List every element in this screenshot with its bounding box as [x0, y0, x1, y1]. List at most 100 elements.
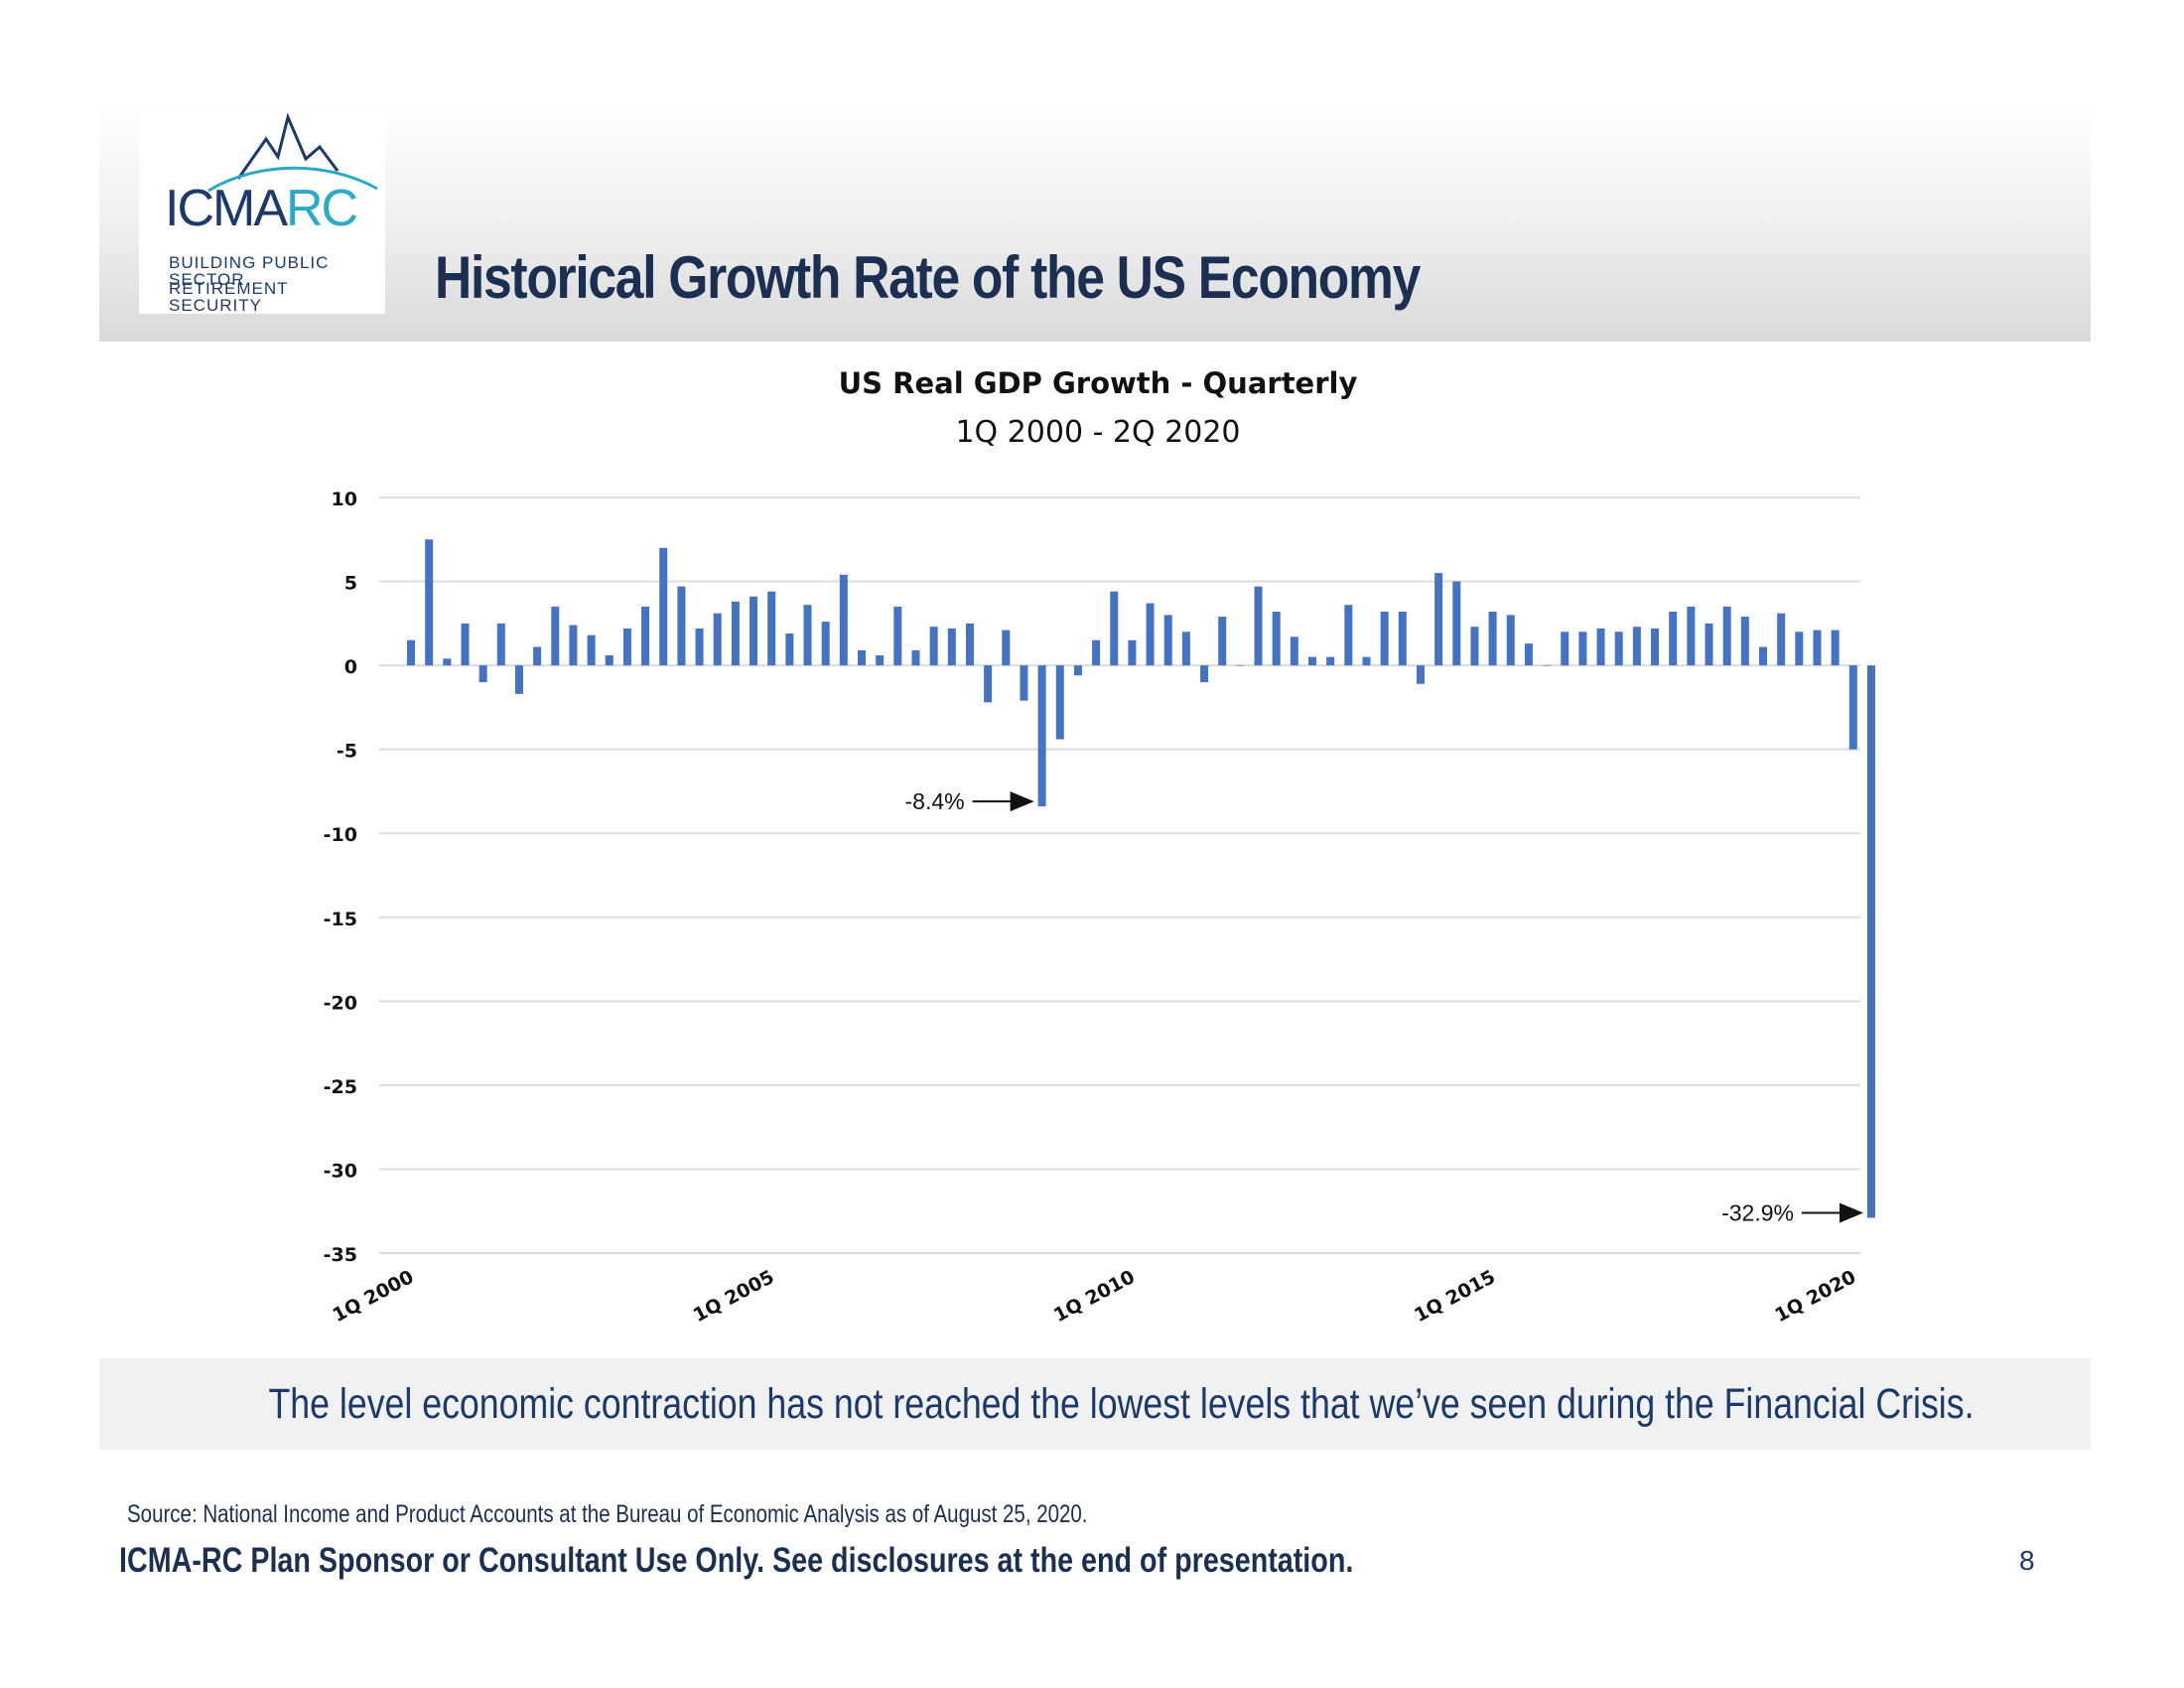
bar: [514, 665, 523, 694]
bar: [443, 658, 452, 666]
bar: [1740, 617, 1749, 666]
bar: [1777, 613, 1786, 666]
bar: [407, 639, 415, 666]
bar: [659, 547, 668, 666]
bar: [1669, 611, 1678, 666]
bar: [858, 649, 866, 666]
bar: [1705, 623, 1713, 666]
bar: [1813, 630, 1822, 666]
x-tick-label: 1Q 2020: [1771, 1266, 1859, 1327]
bar: [1434, 573, 1443, 666]
bar: [587, 634, 596, 666]
bar: [1200, 665, 1209, 683]
bar: [695, 628, 704, 666]
bar: [1236, 665, 1245, 666]
y-tick-label: -20: [324, 992, 357, 1014]
bar: [425, 539, 434, 666]
logo-wordmark: ICMARC: [165, 180, 358, 237]
bar: [1073, 665, 1082, 676]
bar: [1181, 632, 1190, 666]
bar: [1759, 646, 1767, 666]
bar: [1722, 606, 1731, 666]
bar: [1146, 603, 1155, 666]
bar: [1110, 591, 1119, 666]
bar: [767, 591, 776, 666]
bar: [1020, 665, 1028, 701]
bar: [1651, 628, 1660, 666]
bar: [1308, 656, 1316, 666]
y-tick-label: -10: [324, 824, 357, 846]
bar: [605, 654, 614, 666]
bar: [1795, 632, 1804, 666]
annotations: -8.4% -32.9%: [905, 788, 1863, 1225]
bar: [750, 596, 758, 666]
annotation-label: -32.9%: [1721, 1199, 1794, 1225]
bar: [1687, 606, 1696, 666]
bar: [1092, 639, 1101, 666]
page-number: 8: [2019, 1545, 2035, 1576]
bar: [1452, 581, 1461, 666]
x-tick-label: 1Q 2005: [690, 1266, 778, 1327]
bar: [1596, 628, 1605, 666]
gdp-bar-chart: US Real GDP Growth - Quarterly 1Q 2000 -…: [324, 366, 1875, 1327]
bar: [1290, 636, 1298, 666]
bar: [1218, 617, 1227, 666]
bar: [731, 601, 740, 666]
y-tick-label: 10: [332, 489, 357, 510]
logo-tagline-line1: BUILDING PUBLIC SECTOR: [169, 253, 330, 289]
bar: [1488, 611, 1497, 666]
bar: [1614, 632, 1623, 666]
bar: [1578, 632, 1587, 666]
bar: [965, 623, 974, 666]
takeaway-band: The level economic contraction has not r…: [99, 1358, 2091, 1450]
bar: [461, 623, 470, 666]
disclosure-note: ICMA-RC Plan Sponsor or Consultant Use O…: [119, 1541, 1354, 1580]
bar: [839, 574, 848, 666]
company-logo: ICMARC BUILDING PUBLIC SECTOR RETIREMENT…: [139, 109, 385, 314]
bar: [569, 625, 578, 666]
bar: [1163, 615, 1172, 666]
bar: [947, 628, 956, 666]
bar: [1543, 665, 1552, 666]
y-tick-label: -30: [324, 1160, 357, 1182]
y-tick-label: -25: [324, 1076, 357, 1098]
bar: [893, 606, 902, 666]
chart-title: US Real GDP Growth - Quarterly: [839, 366, 1358, 400]
bars: [407, 539, 1875, 1218]
bar: [1362, 656, 1371, 666]
bar: [713, 613, 722, 666]
logo-tagline-line2: RETIREMENT SECURITY: [169, 279, 289, 315]
annotation-label: -8.4%: [905, 788, 965, 814]
bar: [1866, 665, 1875, 1218]
y-tick-label: -5: [337, 741, 357, 763]
bar: [1344, 605, 1353, 666]
y-axis-ticks: 10 5 0 -5 -10 -15 -20 -25 -30 -35: [324, 489, 357, 1266]
bar: [1272, 611, 1281, 666]
mountain-logo-icon: [207, 112, 378, 193]
y-tick-label: 0: [344, 656, 357, 678]
bar: [1416, 665, 1425, 684]
bar: [641, 606, 650, 666]
y-tick-label: 5: [344, 573, 357, 595]
bar: [911, 649, 920, 666]
bar: [1831, 630, 1840, 666]
bar: [478, 665, 487, 683]
bar: [803, 605, 812, 666]
logo-wordmark-main: ICMA: [165, 180, 288, 237]
bar: [1506, 615, 1515, 666]
takeaway-text: The level economic contraction has not r…: [268, 1380, 1975, 1428]
source-note: Source: National Income and Product Acco…: [127, 1500, 1088, 1528]
bar: [1561, 632, 1570, 666]
x-tick-label: 1Q 2000: [330, 1266, 418, 1327]
bar: [1398, 611, 1407, 666]
bar: [1380, 611, 1389, 666]
bar: [1254, 586, 1263, 666]
bar: [1848, 665, 1857, 750]
x-tick-label: 1Q 2010: [1050, 1266, 1139, 1327]
bar: [551, 606, 560, 666]
bar: [984, 665, 993, 703]
chart-subtitle: 1Q 2000 - 2Q 2020: [955, 415, 1240, 450]
header-band: [99, 99, 2091, 342]
bar: [1002, 630, 1011, 666]
bar: [929, 627, 938, 666]
